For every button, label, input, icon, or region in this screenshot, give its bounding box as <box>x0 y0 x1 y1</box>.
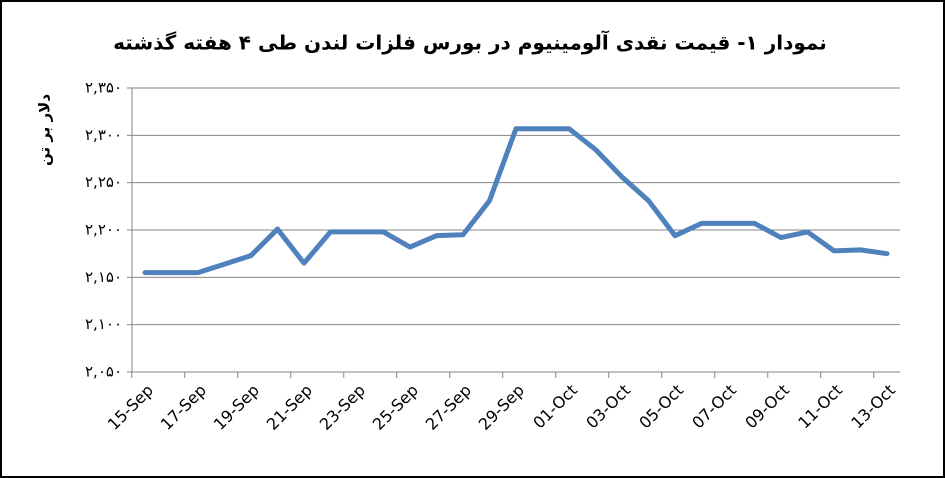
y-tick-label: ۲,۰۵۰ <box>85 363 122 381</box>
chart-title: نمودار ۱- قیمت نقدی آلومینیوم در بورس فل… <box>113 30 827 55</box>
y-axis-label: دلار بر تن <box>36 94 54 166</box>
line-series <box>142 126 890 276</box>
y-tick-label: ۲,۲۰۰ <box>85 221 122 239</box>
y-tick-label: ۲,۱۵۰ <box>85 268 122 286</box>
y-tick-label: ۲,۳۰۰ <box>85 126 122 144</box>
y-tick-label: ۲,۲۵۰ <box>85 173 122 191</box>
y-tick-label: ۲,۱۰۰ <box>85 315 122 333</box>
y-tick-label: ۲,۳۵۰ <box>85 79 122 97</box>
